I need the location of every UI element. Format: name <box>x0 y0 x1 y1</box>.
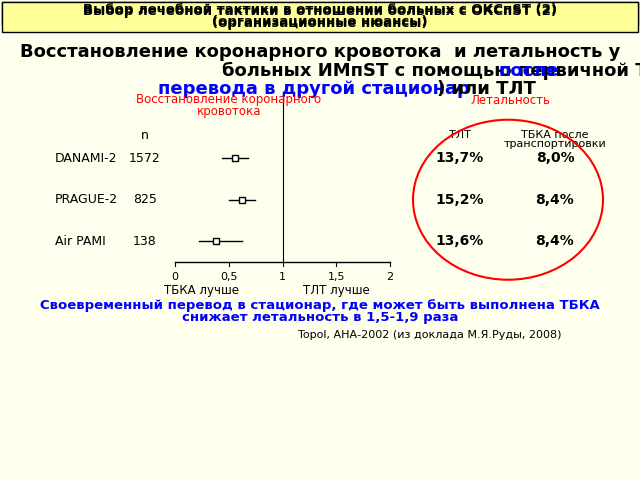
Text: транспортировки: транспортировки <box>504 139 606 149</box>
FancyBboxPatch shape <box>239 197 244 203</box>
FancyBboxPatch shape <box>2 2 638 25</box>
Text: Своевременный перевод в стационар, где может быть выполнена ТБКА: Своевременный перевод в стационар, где м… <box>40 299 600 312</box>
Text: 825: 825 <box>133 193 157 206</box>
Text: 8,4%: 8,4% <box>536 193 574 207</box>
Text: перевода в другой стационар: перевода в другой стационар <box>158 80 470 98</box>
Text: PRAGUE-2: PRAGUE-2 <box>55 193 118 206</box>
Text: 13,6%: 13,6% <box>436 234 484 248</box>
Text: после: после <box>499 62 559 80</box>
Text: 15,2%: 15,2% <box>436 193 484 207</box>
Text: ) или ТЛТ: ) или ТЛТ <box>437 80 536 98</box>
Text: Air PAMI: Air PAMI <box>55 235 106 248</box>
Text: 13,7%: 13,7% <box>436 151 484 165</box>
Text: 1: 1 <box>279 272 286 282</box>
Text: Выбор лечебной тактики в отношении больных с ОКСпST (2): Выбор лечебной тактики в отношении больн… <box>83 2 557 15</box>
Text: Восстановление коронарного: Восстановление коронарного <box>136 94 321 107</box>
Text: больных ИМпST с помощью первичной ТБКА (: больных ИМпST с помощью первичной ТБКА ( <box>222 62 640 80</box>
Text: 8,0%: 8,0% <box>536 151 574 165</box>
Text: n: n <box>141 129 149 142</box>
Text: ТЛТ: ТЛТ <box>449 131 471 140</box>
Text: Topol, АНА-2002 (из доклада М.Я.Руды, 2008): Topol, АНА-2002 (из доклада М.Я.Руды, 20… <box>298 330 562 340</box>
FancyBboxPatch shape <box>232 155 238 161</box>
Text: 8,4%: 8,4% <box>536 234 574 248</box>
Text: (организационные нюансы): (организационные нюансы) <box>212 14 428 27</box>
Text: кровотока: кровотока <box>196 106 261 119</box>
Text: Восстановление коронарного кровотока  и летальность у: Восстановление коронарного кровотока и л… <box>20 43 620 61</box>
Text: 1572: 1572 <box>129 152 161 165</box>
FancyBboxPatch shape <box>213 238 219 244</box>
Text: (организационные нюансы): (организационные нюансы) <box>212 16 428 29</box>
Text: 0,5: 0,5 <box>220 272 237 282</box>
Text: Выбор лечебной тактики в отношении больных с ОКСпST (2): Выбор лечебной тактики в отношении больн… <box>83 4 557 17</box>
FancyBboxPatch shape <box>2 2 638 32</box>
Text: ТБКА лучше: ТБКА лучше <box>164 284 239 297</box>
Text: 2: 2 <box>387 272 394 282</box>
Text: 0: 0 <box>172 272 179 282</box>
Text: 1,5: 1,5 <box>328 272 345 282</box>
Text: ТЛТ лучше: ТЛТ лучше <box>303 284 370 297</box>
Text: DANAMI-2: DANAMI-2 <box>55 152 118 165</box>
Text: Летальность: Летальность <box>470 94 550 107</box>
Text: снижает летальность в 1,5-1,9 раза: снижает летальность в 1,5-1,9 раза <box>182 312 458 324</box>
Text: 138: 138 <box>133 235 157 248</box>
Text: ТБКА после: ТБКА после <box>521 131 589 140</box>
